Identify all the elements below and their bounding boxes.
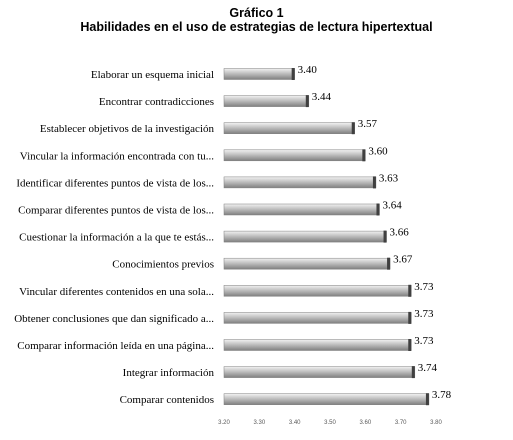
value-label: 3.67 xyxy=(393,254,413,266)
x-tick-label: 3.80 xyxy=(430,420,442,426)
bar-end-cap xyxy=(305,95,309,108)
category-label: Comparar información leída en una página… xyxy=(17,340,214,352)
bar-end-cap xyxy=(408,311,412,324)
value-label: 3.64 xyxy=(382,200,402,212)
bar-end-cap xyxy=(383,230,387,243)
bar-end-cap xyxy=(408,339,412,351)
bar-end-cap xyxy=(351,122,355,135)
bar xyxy=(223,149,366,162)
bar xyxy=(223,393,430,405)
category-label: Obtener conclusiones que dan significado… xyxy=(14,313,214,325)
category-label: Establecer objetivos de la investigación xyxy=(40,123,215,135)
bar xyxy=(223,95,310,107)
x-axis: 3.20 3.30 3.40 3.50 3.60 3.70 3.80 xyxy=(218,420,442,426)
bar-end-cap xyxy=(425,393,429,406)
category-label: Comparar contenidos xyxy=(120,394,214,406)
x-tick-label: 3.70 xyxy=(395,420,407,426)
value-label: 3.78 xyxy=(432,389,452,401)
bar-end-cap xyxy=(362,149,366,162)
bars-layer: Elaborar un esquema inicial 3.40 Encontrar… xyxy=(14,64,451,406)
bar-end-cap xyxy=(376,203,380,216)
bar-end-cap xyxy=(372,176,376,189)
category-label: Encontrar contradicciones xyxy=(99,96,214,108)
category-label: Integrar información xyxy=(123,367,215,379)
category-label: Vincular diferentes contenidos en una so… xyxy=(19,286,214,298)
bar xyxy=(223,312,412,324)
bar xyxy=(223,366,416,378)
chart-title: Gráfico 1 xyxy=(229,6,284,20)
bar xyxy=(223,203,380,216)
x-tick-label: 3.20 xyxy=(218,420,230,426)
value-label: 3.60 xyxy=(368,145,388,157)
value-label: 3.57 xyxy=(358,118,378,130)
category-label: Comparar diferentes puntos de vista de l… xyxy=(18,205,214,217)
x-tick-label: 3.60 xyxy=(359,420,371,426)
value-label: 3.66 xyxy=(390,227,410,239)
bar xyxy=(223,230,387,243)
value-label: 3.40 xyxy=(298,64,318,76)
category-label: Vincular la información encontrada con t… xyxy=(20,150,214,162)
x-tick-label: 3.30 xyxy=(253,420,265,426)
x-tick-label: 3.40 xyxy=(289,420,301,426)
value-label: 3.73 xyxy=(414,335,434,347)
bar xyxy=(223,339,412,351)
value-label: 3.73 xyxy=(414,308,434,320)
bar-end-cap xyxy=(408,284,412,297)
chart-title-block: Gráfico 1 Habilidades en el uso de estra… xyxy=(0,6,513,34)
category-label: Elaborar un esquema inicial xyxy=(91,69,214,81)
bar-end-cap xyxy=(411,366,415,379)
bar xyxy=(223,122,355,134)
bar xyxy=(223,176,377,189)
bar-end-cap xyxy=(387,257,391,270)
value-label: 3.73 xyxy=(414,281,434,293)
x-tick-label: 3.50 xyxy=(324,420,336,426)
bar-end-cap xyxy=(291,68,295,80)
bar xyxy=(223,68,295,80)
category-label: Conocimientos previos xyxy=(112,259,214,271)
value-label: 3.63 xyxy=(379,172,399,184)
bar xyxy=(223,285,412,297)
chart-subtitle: Habilidades en el uso de estrategias de … xyxy=(80,20,433,34)
value-label: 3.74 xyxy=(418,362,438,374)
category-label: Identificar diferentes puntos de vista d… xyxy=(16,177,214,189)
category-label: Cuestionar la información a la que te es… xyxy=(19,232,214,244)
value-label: 3.44 xyxy=(312,91,332,103)
bar xyxy=(223,257,391,270)
